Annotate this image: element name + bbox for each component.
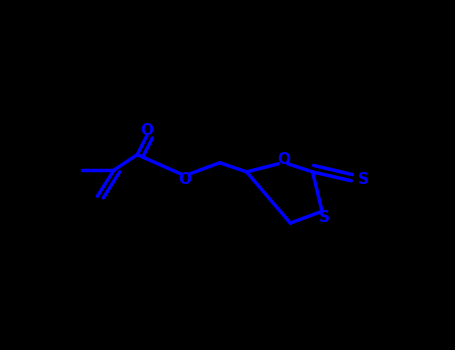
Text: O: O <box>140 123 153 138</box>
Text: S: S <box>358 173 369 188</box>
Text: O: O <box>178 173 191 188</box>
Text: O: O <box>277 152 290 167</box>
Text: S: S <box>318 210 330 225</box>
